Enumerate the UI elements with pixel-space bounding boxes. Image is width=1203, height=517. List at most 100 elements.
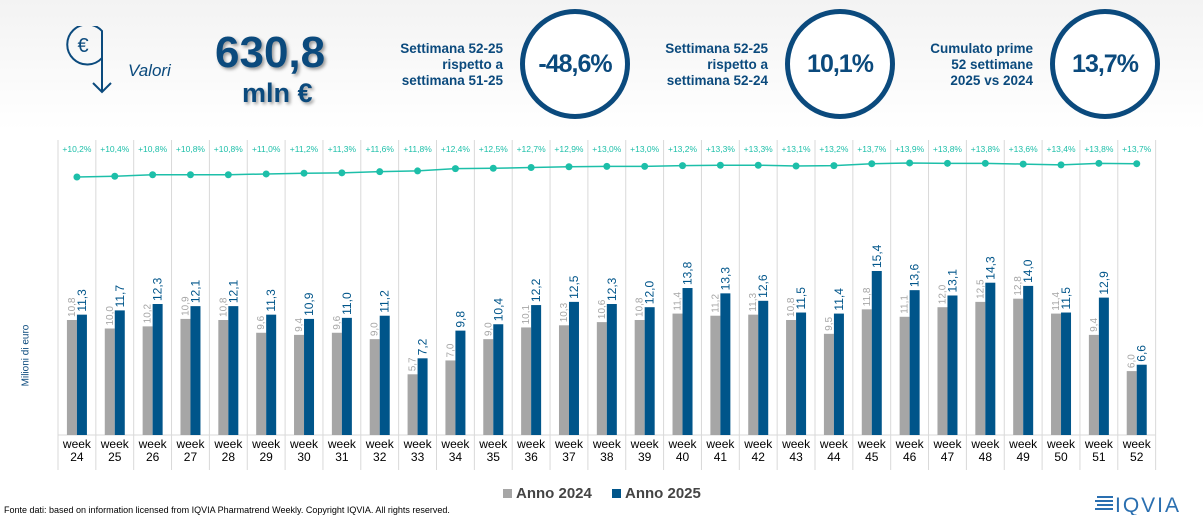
- x-tick-label: week: [1122, 437, 1152, 451]
- bar-value-label: 10,4: [491, 298, 505, 322]
- bar-value-label: 10,6: [597, 299, 608, 319]
- legend-label: Anno 2025: [625, 485, 701, 502]
- line-value-label: +13,8%: [971, 144, 1001, 154]
- line-point: [565, 163, 573, 171]
- svg-text:€: €: [77, 35, 88, 57]
- bar-value-label: 12,5: [975, 279, 986, 299]
- x-tick-label: 45: [865, 450, 879, 464]
- line-point: [414, 167, 422, 175]
- line-point: [527, 164, 535, 171]
- bar-2025: [76, 314, 87, 435]
- bar-2024: [142, 326, 153, 435]
- bar-2024: [1013, 298, 1024, 435]
- x-tick-label: week: [138, 437, 168, 451]
- bar-value-label: 12,1: [188, 279, 202, 303]
- x-tick-label: week: [289, 437, 319, 451]
- bar-2025: [493, 324, 504, 435]
- bar-value-label: 10,8: [635, 297, 646, 317]
- line-value-label: +10,8%: [176, 144, 206, 154]
- bar-2025: [644, 307, 655, 435]
- bar-2024: [672, 313, 683, 435]
- bar-value-label: 11,0: [340, 292, 354, 315]
- line-value-label: +13,7%: [1122, 144, 1152, 154]
- x-tick-label: week: [705, 437, 735, 451]
- bar-2025: [1136, 364, 1147, 435]
- bar-2024: [748, 314, 759, 435]
- bar-2024: [710, 315, 721, 435]
- line-value-label: +11,0%: [252, 144, 281, 154]
- kpi-label-line: rispetto a: [707, 57, 768, 72]
- euro-down-arrow-icon: €: [66, 26, 112, 94]
- kpi-label-line: settimana 52-24: [666, 73, 768, 88]
- bar-2024: [558, 325, 569, 435]
- x-tick-label: week: [895, 437, 925, 451]
- bar-value-label: 7,2: [416, 338, 430, 355]
- bar-value-label: 12,2: [529, 278, 543, 302]
- bar-2025: [266, 314, 277, 435]
- line-point: [981, 159, 989, 167]
- line-value-label: +13,6%: [1009, 144, 1039, 154]
- x-tick-label: week: [630, 437, 660, 451]
- bar-value-label: 10,9: [180, 296, 191, 316]
- bar-2024: [407, 374, 418, 435]
- kpi-label-line: 52 settimane: [951, 57, 1033, 72]
- line-point: [641, 162, 649, 170]
- x-tick-label: 43: [789, 450, 803, 464]
- x-tick-label: week: [668, 437, 698, 451]
- x-tick-label: 27: [184, 450, 198, 464]
- bar-value-label: 11,3: [264, 289, 278, 312]
- bar-2025: [758, 300, 769, 435]
- bar-value-label: 9,4: [1089, 318, 1100, 332]
- bar-2024: [294, 334, 305, 435]
- bar-2025: [568, 301, 579, 435]
- bar-value-label: 11,4: [673, 291, 684, 310]
- line-point: [224, 171, 232, 179]
- bar-2024: [218, 319, 229, 435]
- x-tick-label: 46: [903, 450, 917, 464]
- bar-value-label: 11,3: [75, 289, 89, 312]
- bar-2024: [369, 339, 380, 435]
- x-tick-label: 24: [70, 450, 84, 464]
- line-value-label: +13,2%: [819, 144, 849, 154]
- x-tick-label: 38: [600, 450, 614, 464]
- valori-label: Valori: [128, 61, 171, 80]
- x-tick-label: week: [554, 437, 584, 451]
- line-value-label: +12,4%: [441, 144, 471, 154]
- line-value-label: +13,3%: [706, 144, 736, 154]
- bar-2025: [720, 293, 731, 435]
- line-point: [111, 172, 119, 180]
- bar-value-label: 13,6: [908, 263, 922, 287]
- bar-value-label: 10,0: [105, 306, 116, 326]
- bar-value-label: 14,3: [983, 256, 997, 280]
- kpi-circle-weekly: -48,6%: [520, 9, 630, 119]
- x-tick-label: week: [175, 437, 205, 451]
- line-value-label: +11,8%: [403, 144, 432, 154]
- x-tick-label: week: [1046, 437, 1076, 451]
- bar-value-label: 11,7: [113, 285, 127, 308]
- x-tick-label: 37: [562, 450, 576, 464]
- line-point: [1057, 161, 1065, 169]
- bar-2025: [228, 306, 239, 435]
- bar-value-label: 10,9: [302, 292, 316, 316]
- bar-2024: [823, 333, 834, 435]
- kpi-label-line: settimana 51-25: [401, 73, 503, 88]
- bar-value-label: 5,7: [408, 357, 419, 371]
- bar-value-label: 9,4: [294, 318, 305, 332]
- bar-value-label: 12,0: [937, 284, 948, 304]
- legend-item-2025: Anno 2025: [612, 485, 701, 502]
- bar-2024: [331, 332, 342, 435]
- line-value-label: +11,6%: [366, 144, 395, 154]
- bar-2024: [1088, 334, 1099, 435]
- bar-value-label: 11,4: [832, 288, 846, 311]
- x-tick-label: week: [478, 437, 508, 451]
- line-value-label: +13,0%: [630, 144, 660, 154]
- svg-text:IQVIA: IQVIA: [1115, 494, 1181, 515]
- x-tick-label: week: [516, 437, 546, 451]
- bar-2025: [1023, 285, 1034, 435]
- bar-value-label: 9,6: [256, 315, 267, 329]
- bar-value-label: 9,6: [332, 315, 343, 329]
- line-point: [906, 159, 914, 167]
- x-tick-label: 50: [1054, 450, 1068, 464]
- bar-value-label: 10,1: [521, 305, 532, 325]
- bar-value-label: 9,5: [824, 316, 835, 330]
